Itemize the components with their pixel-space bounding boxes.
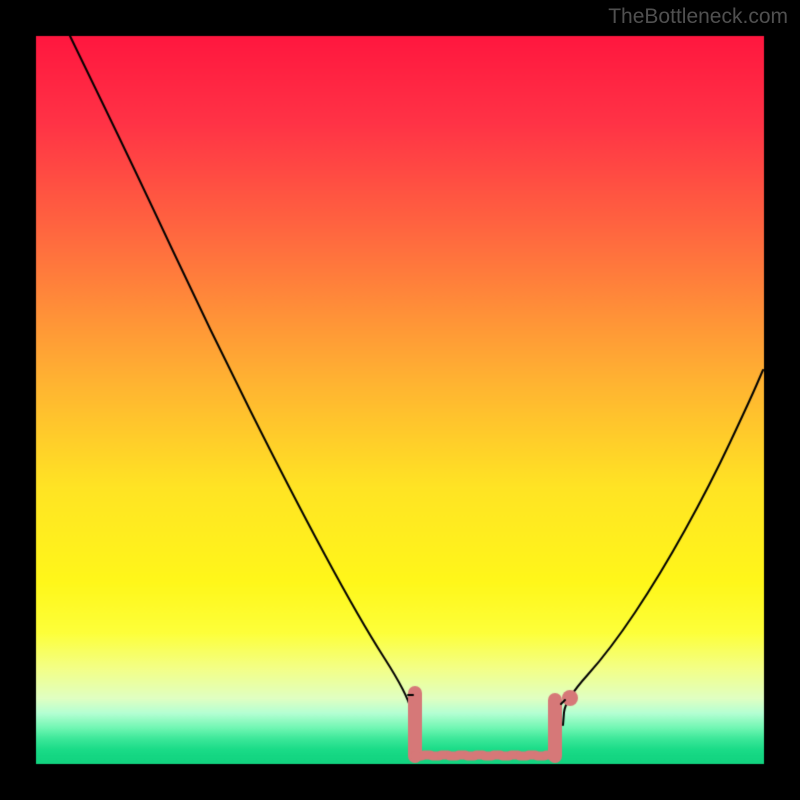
chart-canvas [0,0,800,800]
watermark-text: TheBottleneck.com [608,5,788,29]
bottleneck-chart: TheBottleneck.com [0,0,800,800]
